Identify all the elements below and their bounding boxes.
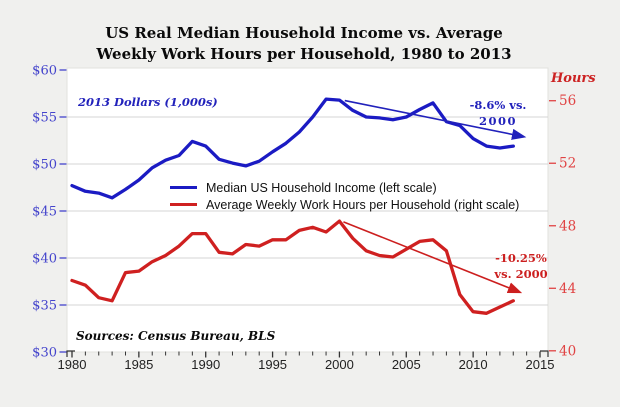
annotation-income-change: -8.6% vs. 2000 [454,98,542,129]
income-decline-arrow [344,99,527,140]
right-axis-tick-label: 52 [559,156,576,172]
right-axis-tick-label: 44 [559,281,576,297]
annotation-income-line2: 2000 [478,113,517,128]
x-axis-tick-label: 1990 [191,357,220,372]
legend-label-income: Median US Household Income (left scale) [206,180,437,195]
annotation-hours-line1: -10.25% [495,251,547,265]
x-axis-tick-label: 1985 [124,357,153,372]
y-axis-tick-label: $45 [32,205,57,220]
right-axis-tick-label: 48 [559,218,576,234]
y-axis-tick-label: $35 [32,299,57,314]
right-axis-tick-label: 40 [559,343,576,359]
legend-label-hours: Average Weekly Work Hours per Household … [206,197,520,212]
y-axis-tick-label: $50 [32,158,57,173]
x-axis-tick-label: 2000 [325,357,354,372]
annotation-hours-change: -10.25% vs. 2000 [477,251,565,282]
chart-title-line1: US Real Median Household Income vs. Aver… [105,24,503,42]
hours-line [70,219,515,315]
annotation-income-line1: -8.6% vs. [469,98,527,112]
income-line-swatch-icon [170,185,197,190]
x-axis-tick-label: 1980 [58,357,87,372]
x-axis-tick-label: 2015 [526,357,555,372]
legend-item-hours: Average Weekly Work Hours per Household … [170,196,519,213]
y-axis-tick-label: $60 [32,64,57,79]
x-axis-right-corner [540,350,549,357]
legend: Median US Household Income (left scale) … [170,179,519,213]
right-axis-title: Hours [551,71,596,86]
y-axis-tick-label: $40 [32,252,57,267]
legend-item-income: Median US Household Income (left scale) [170,179,519,196]
chart-title: US Real Median Household Income vs. Aver… [0,23,608,64]
source-note: Sources: Census Bureau, BLS [76,329,276,343]
hours-decline-arrow [343,221,523,294]
left-axis-units-label: 2013 Dollars (1,000s) [78,95,218,109]
y-axis-tick-label: $30 [32,346,57,361]
x-axis-tick-label: 2005 [392,357,421,372]
y-axis-tick-label: $55 [32,111,57,126]
hours-line-swatch-icon [170,202,197,207]
right-axis-tick-label: 56 [559,93,576,109]
x-axis-left-corner [66,350,75,357]
x-axis-tick-label: 1995 [258,357,287,372]
chart-title-line2: Weekly Work Hours per Household, 1980 to… [96,44,512,63]
income-line [70,97,515,200]
annotation-hours-line2: vs. 2000 [494,266,548,281]
x-axis-tick-label: 2010 [459,357,488,372]
